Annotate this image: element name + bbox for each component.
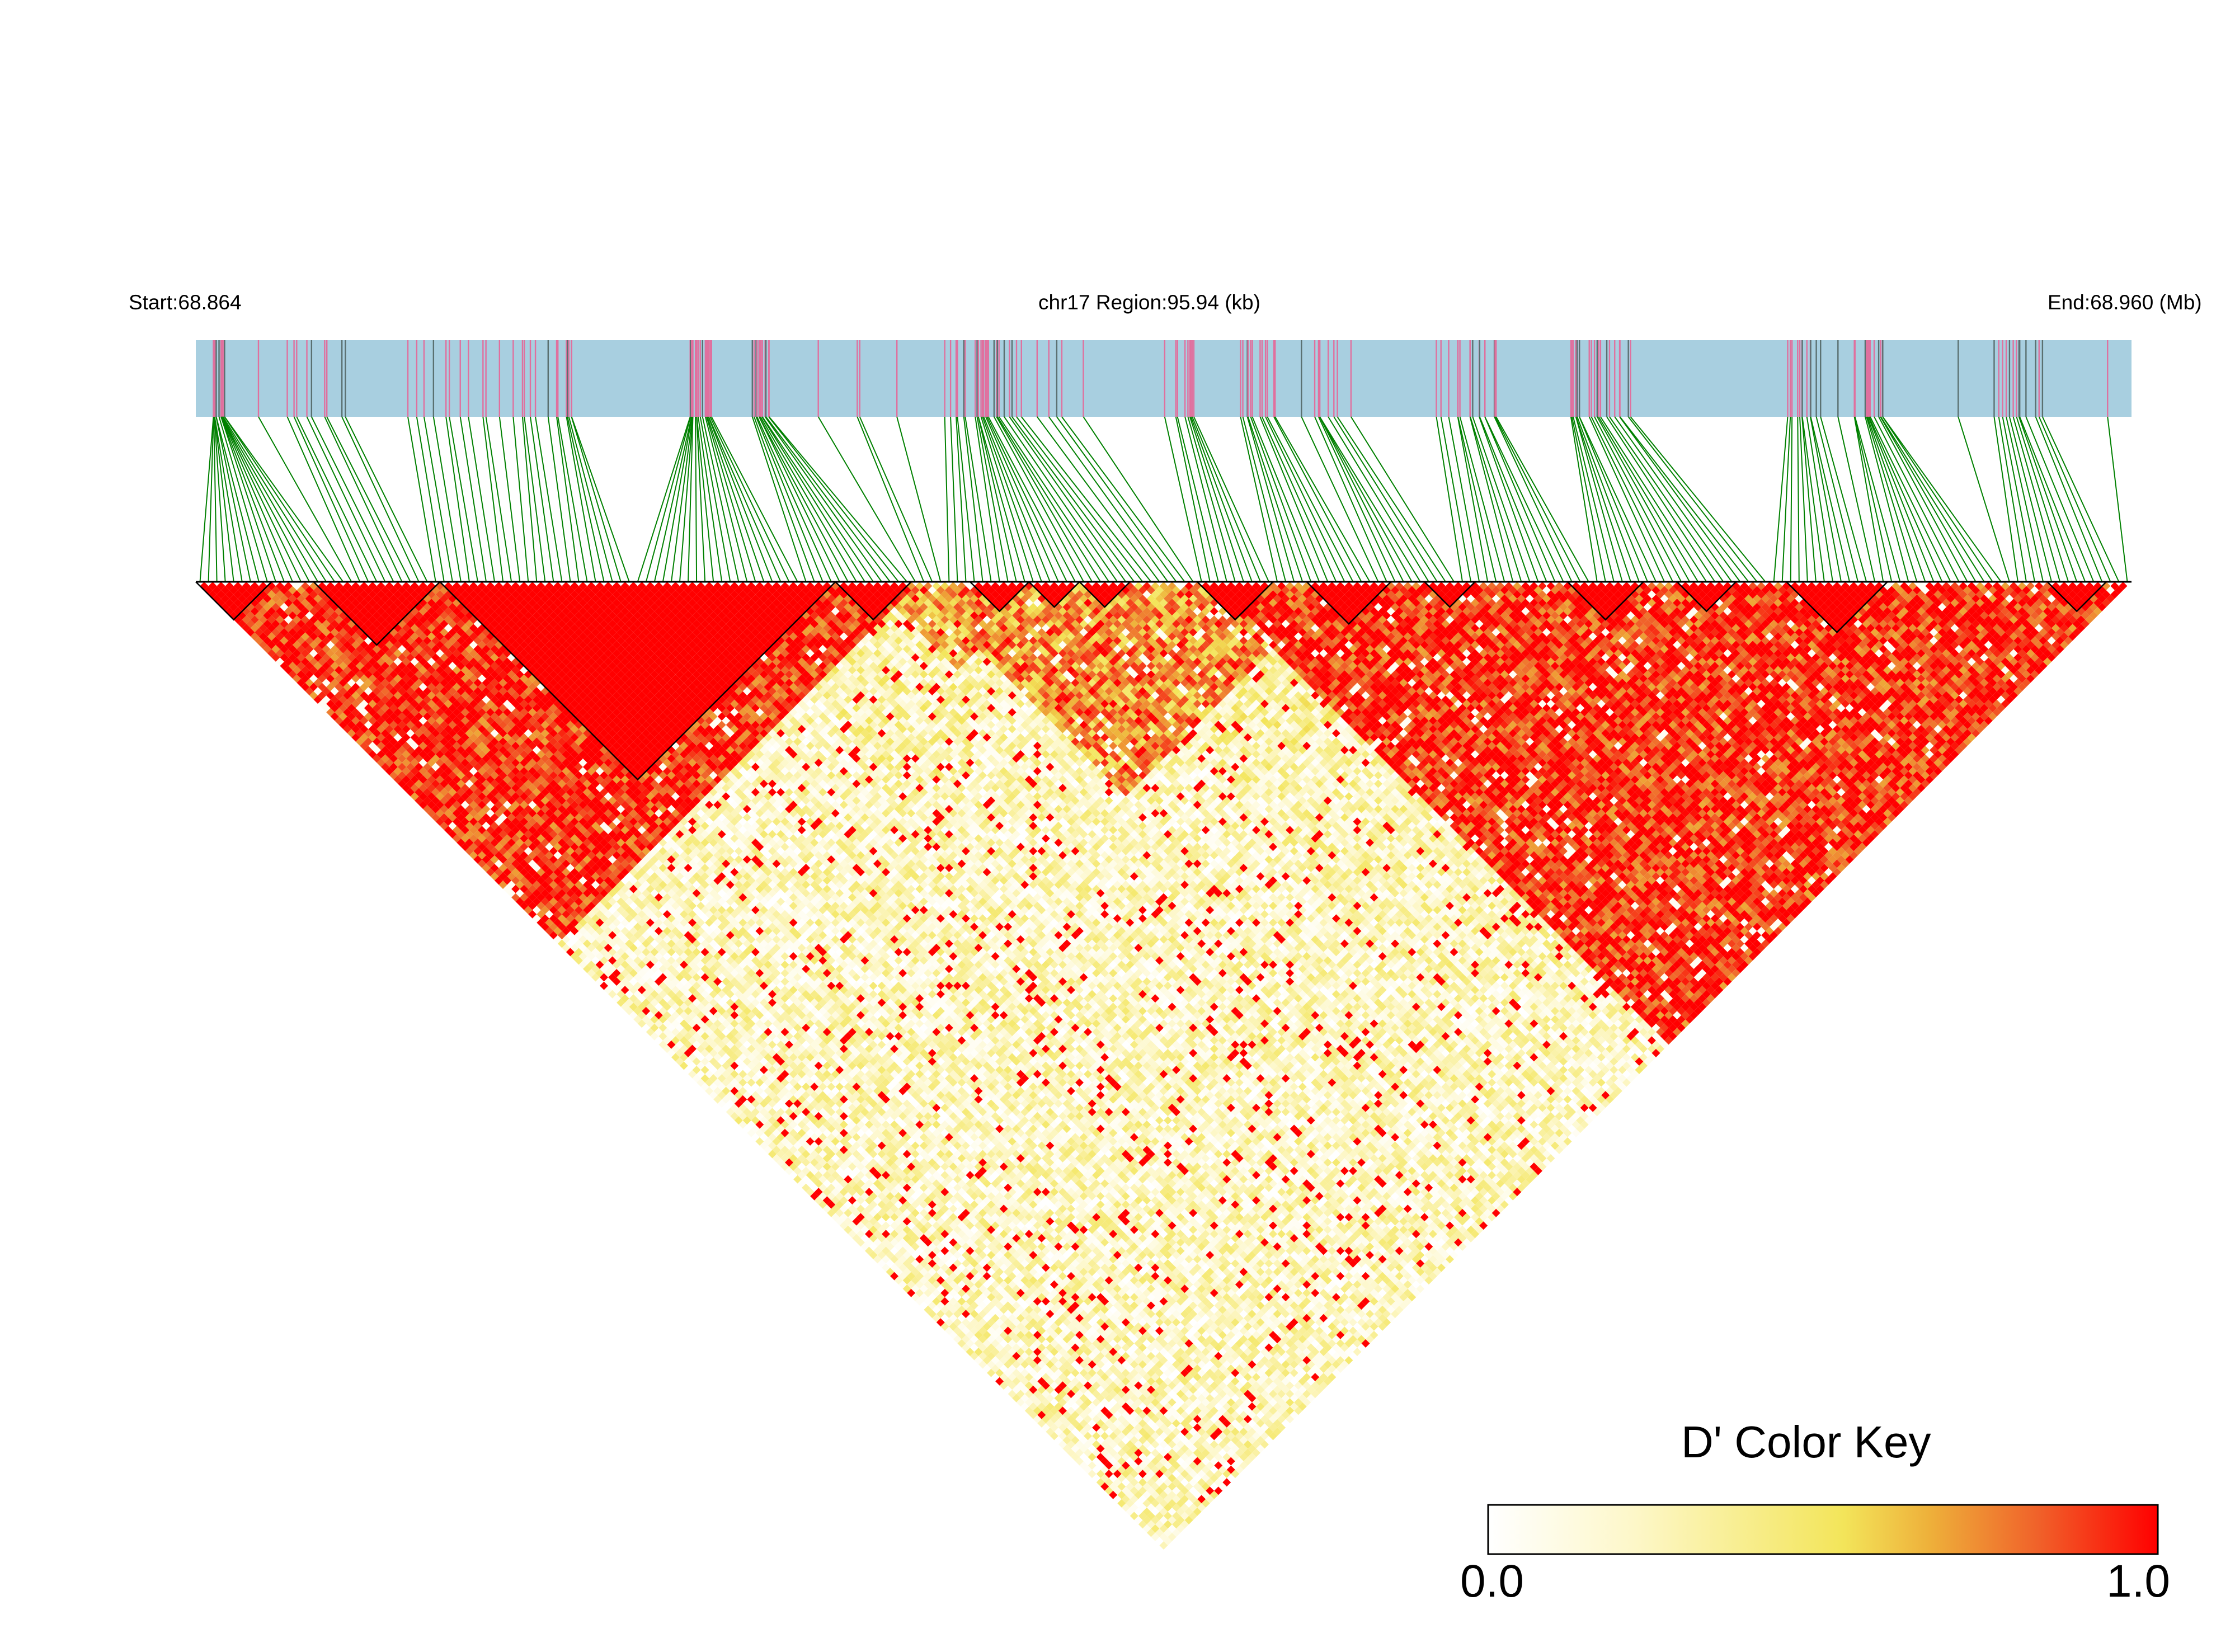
marker-connector-lines bbox=[200, 417, 2128, 582]
marker-connector bbox=[1870, 417, 1951, 582]
marker-connector bbox=[984, 417, 1050, 582]
marker-connector bbox=[977, 417, 1008, 582]
marker-connector bbox=[964, 417, 983, 582]
ld-heatmap-cells bbox=[200, 582, 2128, 1550]
marker-connector bbox=[1620, 417, 1749, 582]
marker-connector bbox=[957, 417, 974, 582]
marker-connector bbox=[486, 417, 512, 582]
marker-connector bbox=[2019, 417, 2077, 582]
marker-connector bbox=[769, 417, 898, 582]
marker-connector bbox=[1479, 417, 1538, 582]
marker-connector bbox=[1495, 417, 1580, 582]
marker-connector bbox=[1334, 417, 1437, 582]
marker-connector bbox=[535, 417, 562, 582]
marker-connector bbox=[1597, 417, 1690, 582]
marker-connector bbox=[757, 417, 831, 582]
marker-connector bbox=[222, 417, 293, 582]
marker-connector bbox=[572, 417, 629, 582]
marker-connector bbox=[342, 417, 419, 582]
marker-connector bbox=[1022, 417, 1151, 582]
marker-connector bbox=[956, 417, 966, 582]
marker-connector bbox=[1791, 417, 1792, 582]
marker-connector bbox=[566, 417, 595, 582]
marker-connector bbox=[1782, 417, 1790, 582]
marker-connector bbox=[424, 417, 453, 582]
marker-connector bbox=[999, 417, 1109, 582]
marker-connector bbox=[1252, 417, 1319, 582]
marker-connector bbox=[765, 417, 882, 582]
marker-connector bbox=[434, 417, 461, 582]
marker-connector bbox=[1999, 417, 2026, 582]
marker-connector bbox=[1275, 417, 1370, 582]
marker-connector bbox=[697, 417, 705, 582]
marker-connector bbox=[1798, 417, 1799, 582]
marker-connector bbox=[1629, 417, 1757, 582]
marker-connector bbox=[1472, 417, 1530, 582]
marker-connector bbox=[1319, 417, 1395, 582]
marker-connector bbox=[1869, 417, 1942, 582]
marker-connector bbox=[1994, 417, 2017, 582]
marker-connector bbox=[1883, 417, 1993, 582]
marker-connector bbox=[571, 417, 620, 582]
marker-connector bbox=[1807, 417, 1833, 582]
marker-connector bbox=[707, 417, 755, 582]
marker-connector bbox=[695, 417, 697, 582]
marker-connector bbox=[1243, 417, 1286, 582]
marker-connector bbox=[663, 417, 692, 582]
marker-connector bbox=[219, 417, 267, 582]
marker-connector bbox=[1436, 417, 1462, 582]
marker-connector bbox=[951, 417, 957, 582]
marker-connector bbox=[1191, 417, 1252, 582]
marker-connector bbox=[982, 417, 1042, 582]
marker-connector bbox=[646, 417, 691, 582]
marker-connector bbox=[759, 417, 848, 582]
marker-connector bbox=[468, 417, 495, 582]
marker-connector bbox=[2039, 417, 2111, 582]
marker-connector bbox=[860, 417, 933, 582]
marker-connector bbox=[327, 417, 410, 582]
marker-connector bbox=[222, 417, 318, 582]
marker-connector bbox=[224, 417, 343, 582]
marker-connector bbox=[2043, 417, 2119, 582]
marker-connector bbox=[1458, 417, 1488, 582]
marker-connector bbox=[417, 417, 444, 582]
marker-connector bbox=[760, 417, 857, 582]
marker-connector bbox=[1240, 417, 1277, 582]
marker-connector bbox=[997, 417, 1100, 582]
marker-connector bbox=[1817, 417, 1858, 582]
marker-connector bbox=[986, 417, 1058, 582]
marker-connector bbox=[1320, 417, 1420, 582]
marker-connector bbox=[703, 417, 739, 582]
marker-connector bbox=[897, 417, 940, 582]
marker-connector bbox=[1774, 417, 1788, 582]
marker-connector bbox=[222, 417, 309, 582]
marker-connector bbox=[513, 417, 528, 582]
marker-connector bbox=[1855, 417, 1900, 582]
marker-connector bbox=[709, 417, 781, 582]
marker-connector bbox=[1880, 417, 1975, 582]
marker-connector bbox=[483, 417, 503, 582]
marker-connector bbox=[1576, 417, 1622, 582]
marker-connector bbox=[408, 417, 436, 582]
marker-connector bbox=[446, 417, 469, 582]
marker-connector bbox=[548, 417, 571, 582]
marker-connector bbox=[500, 417, 520, 582]
marker-connector bbox=[1188, 417, 1235, 582]
marker-connector bbox=[1579, 417, 1656, 582]
marker-connector bbox=[1810, 417, 1841, 582]
marker-connector bbox=[2107, 417, 2127, 582]
marker-connector bbox=[945, 417, 949, 582]
marker-connector bbox=[1631, 417, 1766, 582]
marker-connector bbox=[221, 417, 276, 582]
marker-connector bbox=[1485, 417, 1563, 582]
marker-connector bbox=[1328, 417, 1429, 582]
marker-connector bbox=[1192, 417, 1260, 582]
marker-connector bbox=[1185, 417, 1227, 582]
